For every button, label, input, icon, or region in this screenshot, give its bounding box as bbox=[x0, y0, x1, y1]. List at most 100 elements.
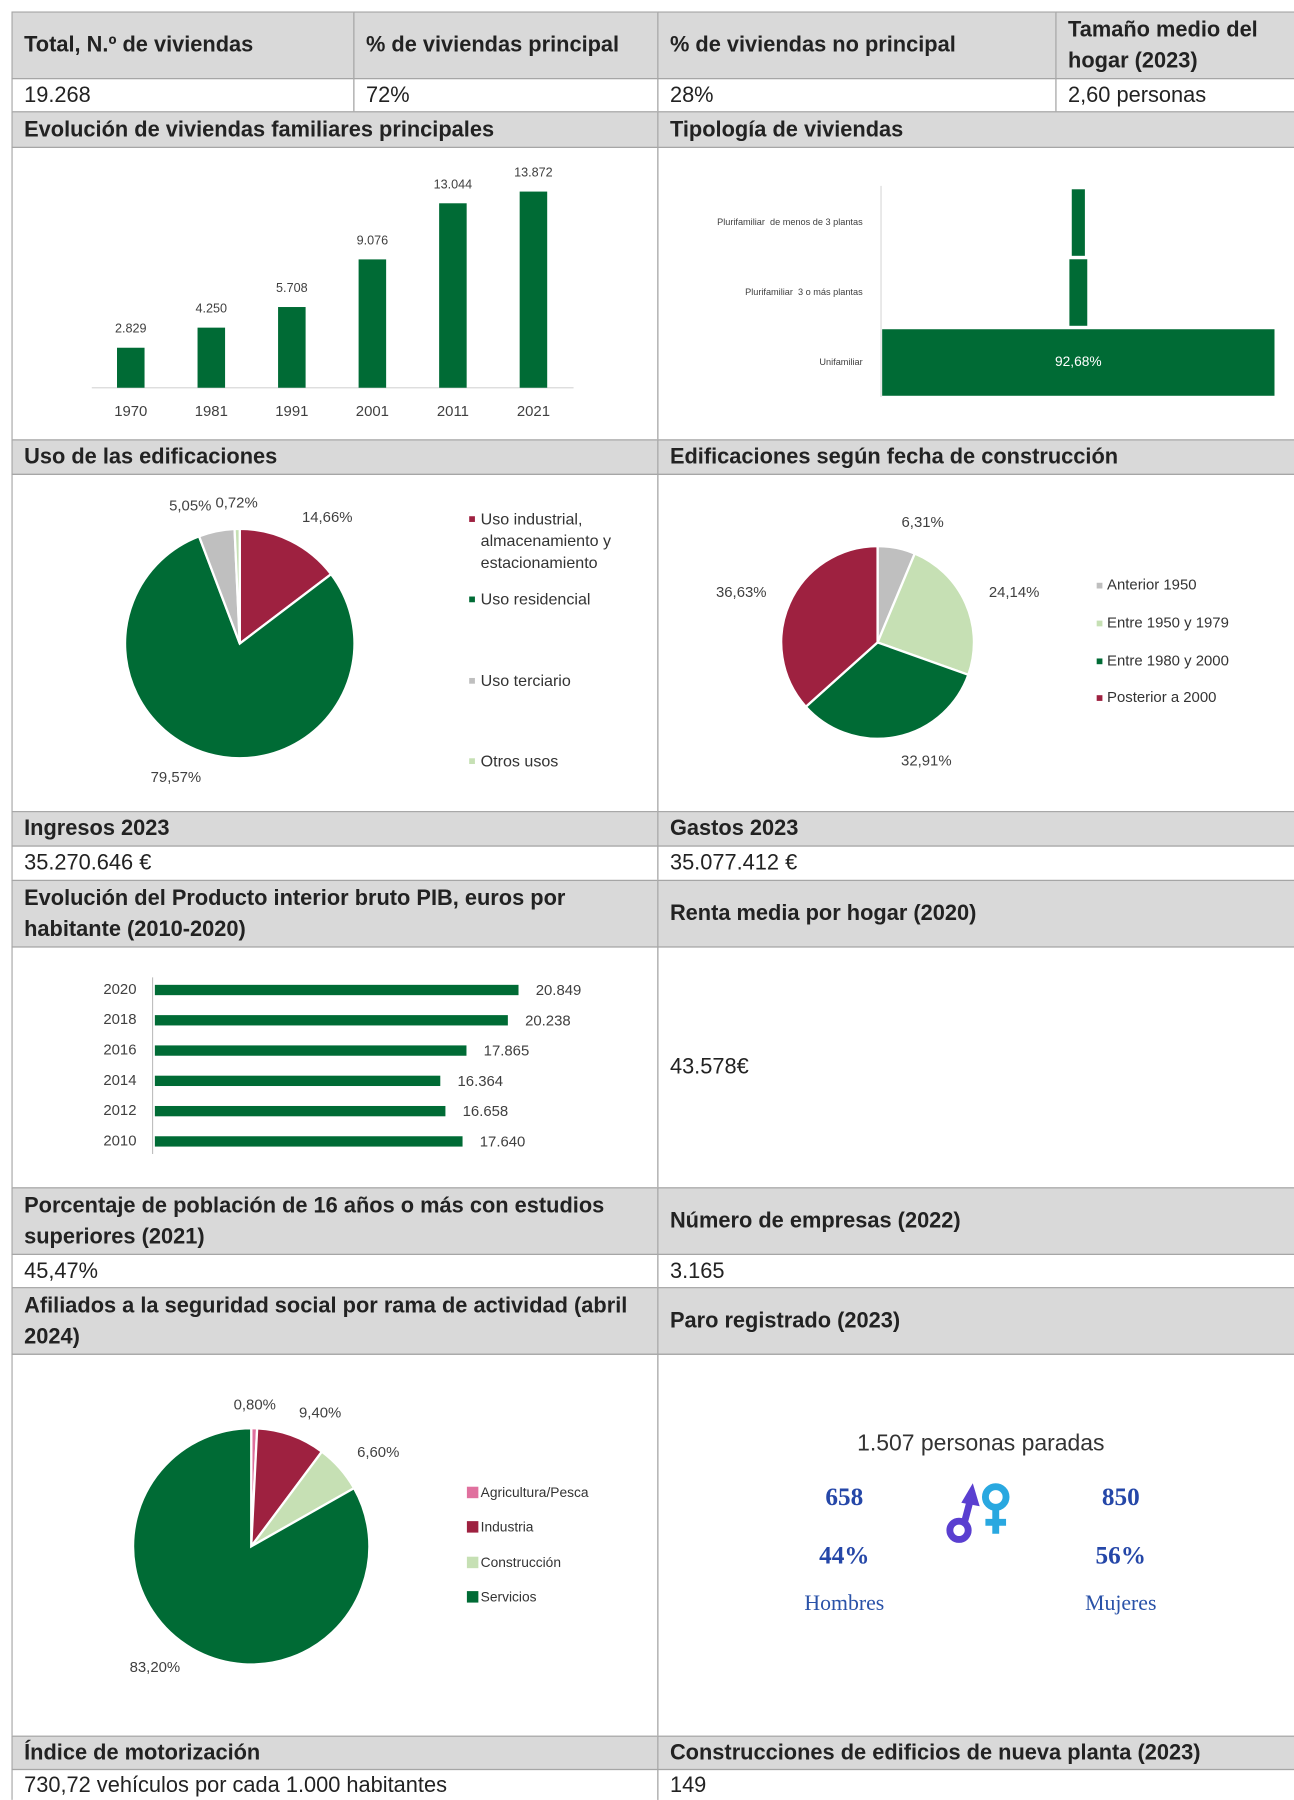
data-label: 0,80% bbox=[234, 1397, 276, 1413]
bar bbox=[154, 1075, 441, 1087]
data-label: 14,66% bbox=[302, 510, 353, 526]
data-label: 5,05% bbox=[169, 498, 211, 514]
bar bbox=[154, 984, 519, 996]
legend-label: Posterior a 2000 bbox=[1107, 688, 1217, 706]
data-label: 2.829 bbox=[115, 322, 147, 336]
data-label: 4.250 bbox=[196, 302, 228, 316]
bar bbox=[117, 347, 145, 388]
bar bbox=[519, 191, 548, 388]
gender-label: Hombres bbox=[804, 1591, 884, 1615]
data-label: 20.238 bbox=[525, 1013, 571, 1029]
header-cell: Paro registrado (2023) bbox=[657, 1287, 1294, 1355]
legend-label: Anterior 1950 bbox=[1107, 575, 1197, 594]
bar bbox=[358, 259, 387, 388]
female-icon bbox=[981, 1483, 1010, 1511]
data-label: 79,57% bbox=[151, 770, 202, 786]
legend-marker bbox=[466, 1521, 479, 1534]
data-label: 17.640 bbox=[480, 1135, 526, 1151]
y-tick-label: 2010 bbox=[103, 1133, 136, 1149]
legend-marker bbox=[1096, 582, 1103, 589]
data-label: 6,31% bbox=[902, 515, 944, 531]
legend-marker bbox=[466, 1591, 479, 1604]
header-cell: Construcciones de edificios de nueva pla… bbox=[657, 1735, 1294, 1771]
header-cell: Edificaciones según fecha de construcció… bbox=[657, 439, 1294, 475]
header-cell: Afiliados a la seguridad social por rama… bbox=[11, 1287, 659, 1355]
legend-marker bbox=[1096, 620, 1103, 626]
pie-slice bbox=[131, 1427, 371, 1666]
x-tick-label: 1970 bbox=[114, 404, 147, 420]
legend-label: Industria bbox=[480, 1518, 534, 1535]
bar bbox=[154, 1105, 446, 1117]
count: 850 bbox=[1102, 1484, 1140, 1511]
bar bbox=[1069, 259, 1088, 326]
legend-label: Entre 1980 y 2000 bbox=[1107, 651, 1229, 669]
x-tick-label: 1991 bbox=[275, 404, 308, 420]
data-label: 16.658 bbox=[463, 1104, 509, 1120]
header-cell: Índice de motorización bbox=[11, 1735, 659, 1771]
data-label: 16.364 bbox=[457, 1074, 503, 1090]
legend-marker bbox=[469, 516, 475, 523]
pie-slice bbox=[123, 534, 356, 760]
x-tick-label: 2001 bbox=[356, 404, 389, 420]
category-label: Unifamiliar bbox=[819, 357, 862, 367]
male-icon bbox=[946, 1517, 972, 1543]
pie-slice bbox=[804, 641, 970, 740]
legend-marker bbox=[1096, 694, 1103, 701]
header-cell: Renta media por hogar (2020) bbox=[657, 879, 1294, 948]
data-label: 0,72% bbox=[215, 496, 257, 512]
y-tick-label: 2014 bbox=[103, 1073, 136, 1089]
data-label: 9.076 bbox=[357, 233, 389, 247]
y-tick-label: 2020 bbox=[103, 982, 136, 998]
percent: 56% bbox=[1096, 1543, 1146, 1570]
y-tick-label: 2018 bbox=[103, 1012, 136, 1028]
unemployed-total: 1.507 personas paradas bbox=[857, 1429, 1104, 1455]
legend-label: Servicios bbox=[480, 1588, 537, 1605]
pie-slice bbox=[233, 527, 241, 644]
data-label: 13.044 bbox=[434, 177, 473, 191]
legend-marker bbox=[466, 1487, 479, 1499]
male-arrow-head bbox=[961, 1483, 980, 1507]
legend-label: Uso residencial bbox=[480, 589, 591, 608]
data-label: 9,40% bbox=[299, 1406, 341, 1422]
legend-marker bbox=[1096, 658, 1103, 664]
legend-label: Otros usos bbox=[480, 751, 559, 770]
data-label: 83,20% bbox=[130, 1660, 181, 1676]
category-label: Plurifamiliar 3 o más plantas bbox=[745, 287, 863, 297]
count: 658 bbox=[825, 1484, 863, 1511]
header-cell: Gastos 2023 bbox=[657, 811, 1294, 847]
category-label: Plurifamiliar de menos de 3 plantas bbox=[717, 217, 863, 227]
pie-slice bbox=[238, 527, 333, 646]
y-tick-label: 2012 bbox=[103, 1103, 136, 1119]
header-cell: Evolución de viviendas familiares princi… bbox=[11, 111, 659, 148]
legend-label: Entre 1950 y 1979 bbox=[1107, 613, 1229, 631]
data-label: 13.872 bbox=[514, 166, 553, 180]
legend-marker bbox=[466, 1557, 479, 1569]
x-tick-label: 2011 bbox=[437, 404, 469, 420]
data-label: 24,14% bbox=[989, 585, 1040, 601]
legend-label: Agricultura/Pesca bbox=[480, 1484, 589, 1501]
legend-label: Construcción bbox=[480, 1554, 561, 1571]
data-label: 32,91% bbox=[901, 754, 952, 770]
data-label: 5.708 bbox=[276, 281, 308, 295]
header-cell: Total, N.º de viviendas bbox=[11, 11, 355, 80]
header-cell: Porcentaje de población de 16 años o más… bbox=[11, 1187, 659, 1255]
data-label: 20.849 bbox=[536, 983, 582, 999]
data-label: 6,60% bbox=[357, 1445, 399, 1461]
pie-slice bbox=[780, 544, 879, 709]
x-tick-label: 2021 bbox=[517, 404, 550, 420]
bar bbox=[1071, 189, 1085, 256]
percent: 44% bbox=[819, 1543, 869, 1570]
y-tick-label: 2016 bbox=[103, 1043, 136, 1059]
pie-slice bbox=[876, 552, 976, 677]
bar bbox=[439, 203, 467, 388]
gender-icon bbox=[946, 1483, 1010, 1543]
legend-label: Uso terciario bbox=[480, 671, 571, 690]
bar bbox=[197, 327, 226, 388]
header-cell: Número de empresas (2022) bbox=[657, 1187, 1294, 1255]
gender-label: Mujeres bbox=[1085, 1591, 1156, 1615]
legend-label: Uso industrial, almacenamiento y estacio… bbox=[480, 509, 612, 572]
data-label: 17.865 bbox=[484, 1044, 530, 1060]
